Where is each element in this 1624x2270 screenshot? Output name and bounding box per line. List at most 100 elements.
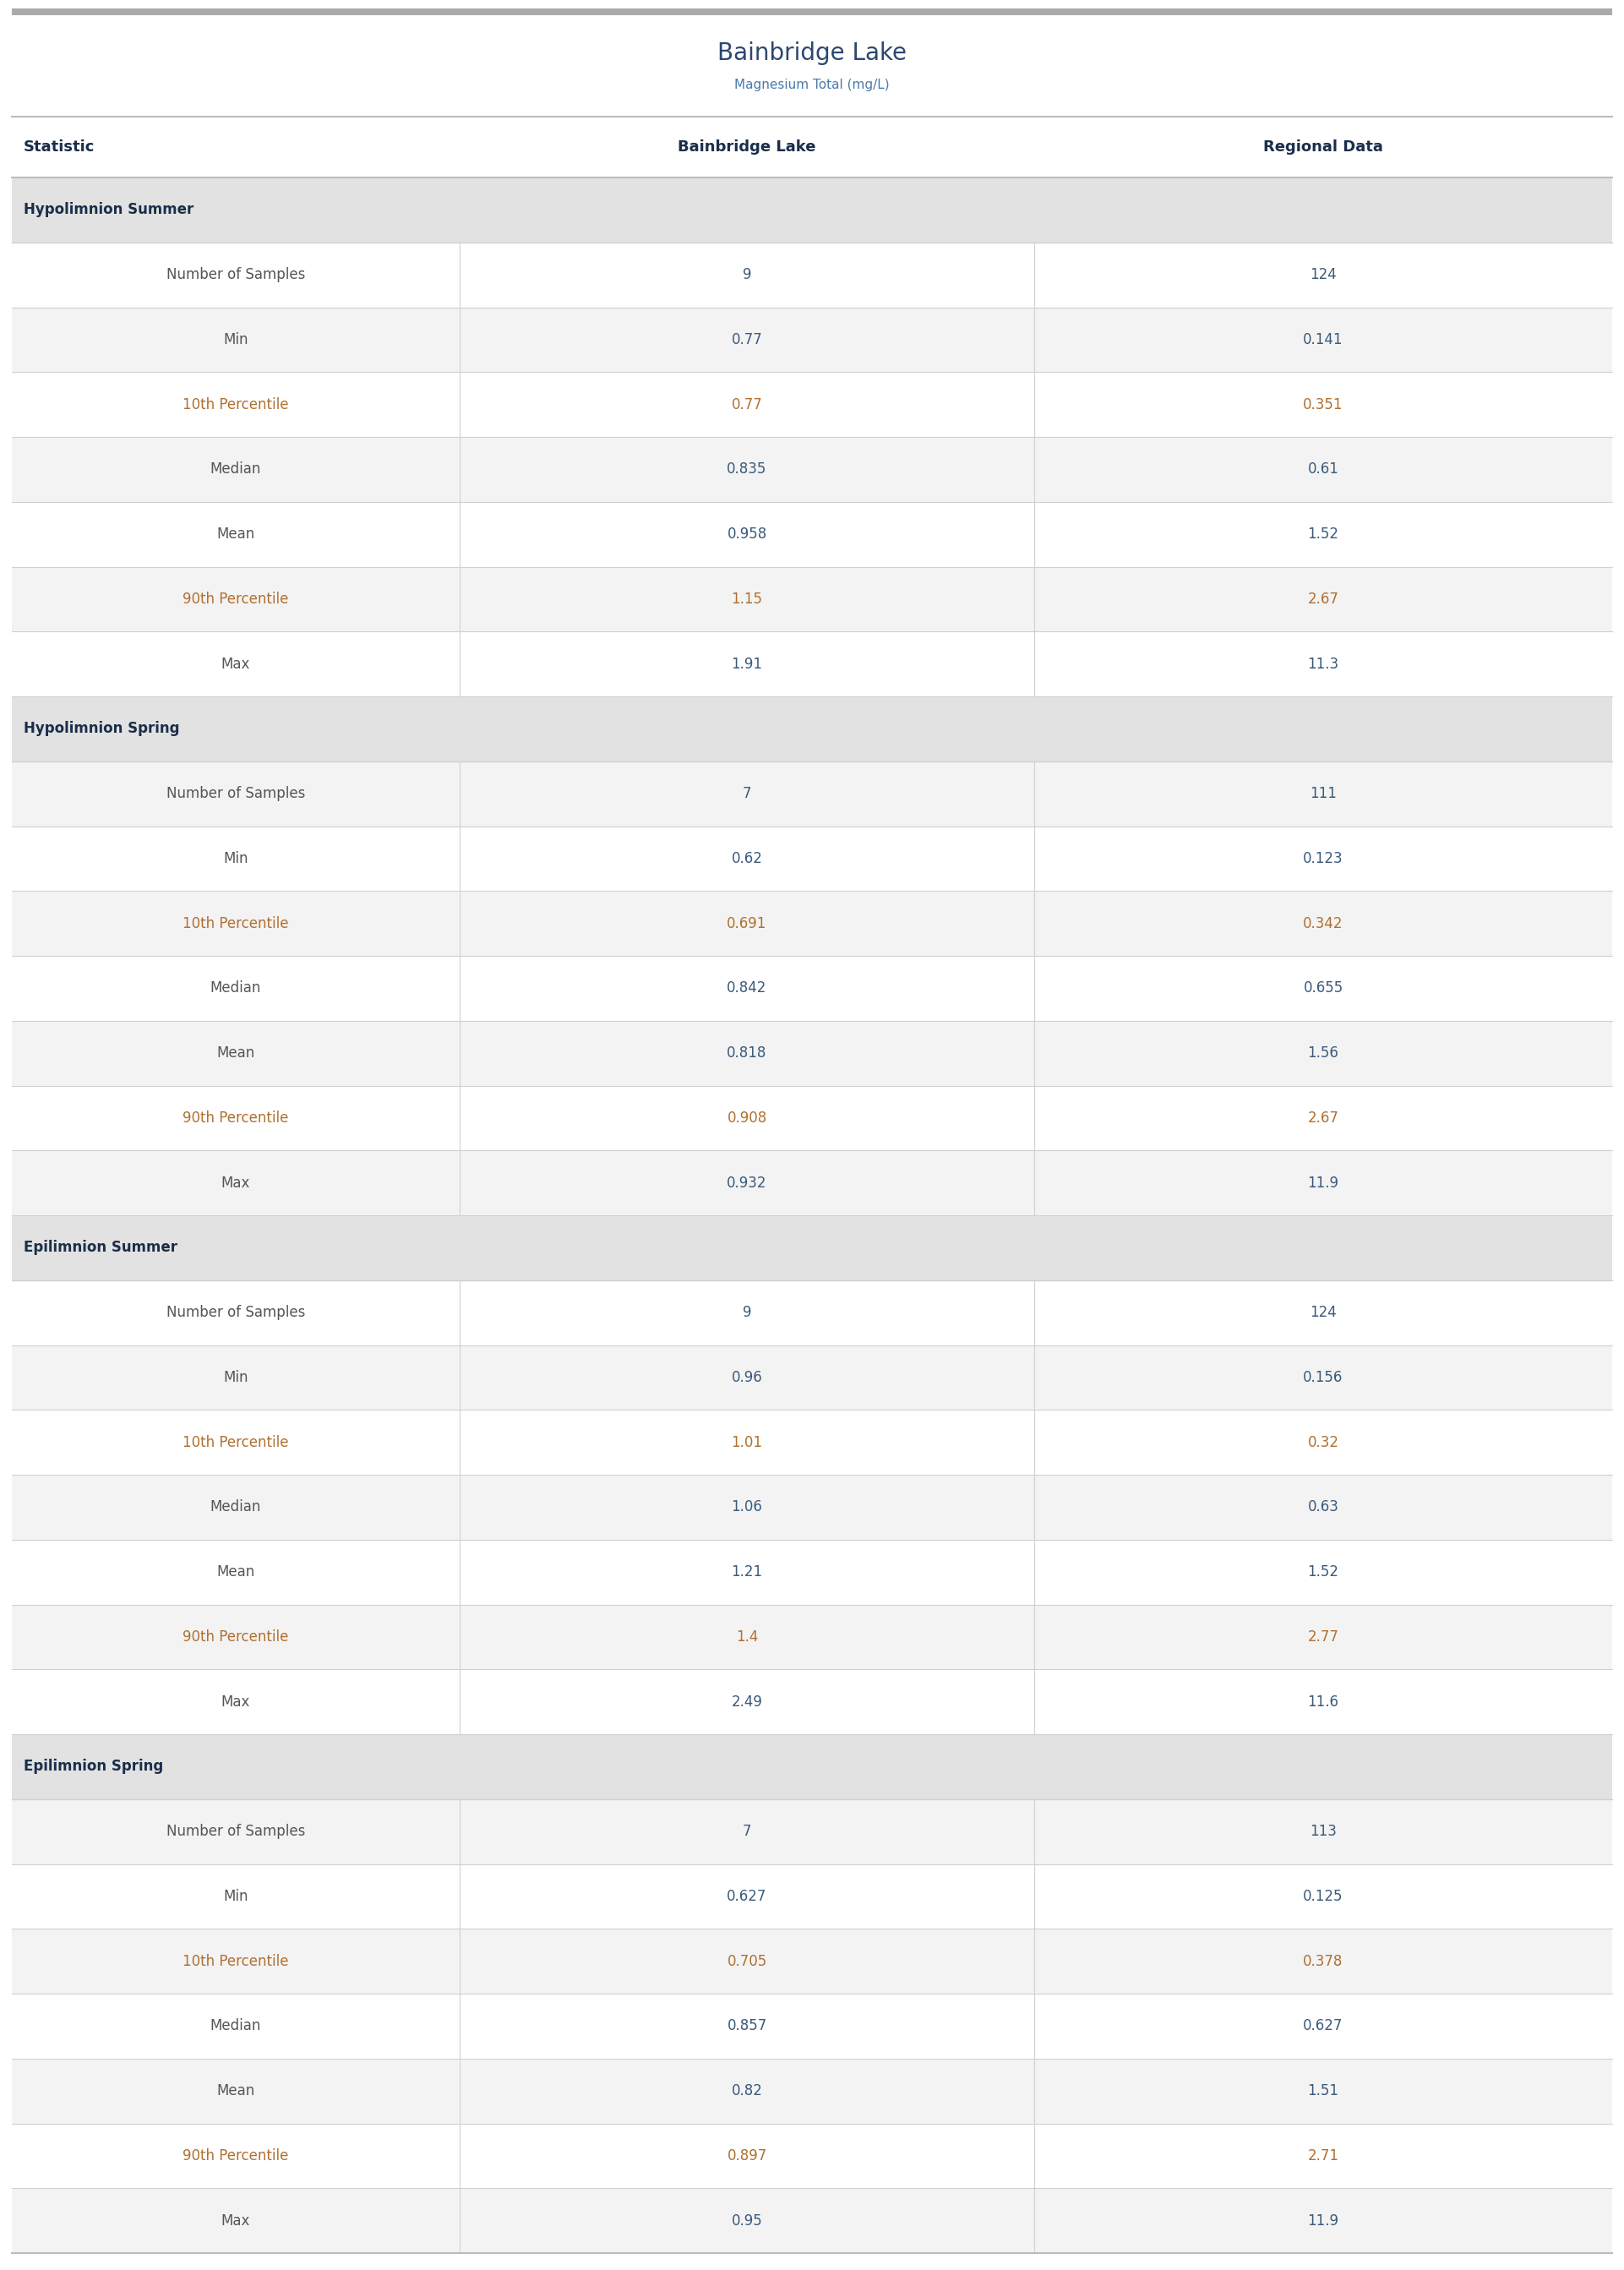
- Bar: [11, 890, 1613, 956]
- Bar: [11, 2122, 1613, 2188]
- Text: 11.6: 11.6: [1307, 1693, 1338, 1709]
- Text: 2.67: 2.67: [1307, 1110, 1338, 1126]
- Bar: [11, 9, 1613, 16]
- Text: 0.655: 0.655: [1302, 981, 1343, 997]
- Text: Mean: Mean: [216, 1564, 255, 1580]
- Text: Max: Max: [221, 1176, 250, 1189]
- Text: 9: 9: [742, 1305, 752, 1321]
- Text: 2.49: 2.49: [731, 1693, 763, 1709]
- Text: 1.51: 1.51: [1307, 2084, 1338, 2097]
- Bar: [11, 1734, 1613, 1800]
- Text: 0.378: 0.378: [1302, 1954, 1343, 1968]
- Text: 2.71: 2.71: [1307, 2147, 1338, 2163]
- Text: 0.141: 0.141: [1302, 331, 1343, 347]
- Text: Epilimnion Summer: Epilimnion Summer: [24, 1239, 177, 1255]
- Text: 1.01: 1.01: [731, 1435, 763, 1451]
- Bar: [11, 243, 1613, 306]
- Text: 0.63: 0.63: [1307, 1500, 1338, 1514]
- Text: 10th Percentile: 10th Percentile: [184, 1954, 289, 1968]
- Text: Mean: Mean: [216, 2084, 255, 2097]
- Text: 7: 7: [742, 785, 752, 801]
- Text: 90th Percentile: 90th Percentile: [184, 592, 289, 606]
- Bar: [11, 372, 1613, 436]
- Text: 9: 9: [742, 268, 752, 281]
- Text: Epilimnion Spring: Epilimnion Spring: [24, 1759, 164, 1775]
- Text: 0.835: 0.835: [728, 461, 767, 477]
- Text: Statistic: Statistic: [24, 138, 94, 154]
- Text: 0.156: 0.156: [1302, 1369, 1343, 1385]
- Text: 10th Percentile: 10th Percentile: [184, 1435, 289, 1451]
- Text: 2.67: 2.67: [1307, 592, 1338, 606]
- Text: 0.897: 0.897: [728, 2147, 767, 2163]
- Text: Median: Median: [209, 2018, 261, 2034]
- Bar: [11, 2059, 1613, 2122]
- Bar: [11, 1022, 1613, 1085]
- Text: 0.123: 0.123: [1302, 851, 1343, 867]
- Text: Median: Median: [209, 461, 261, 477]
- Text: Mean: Mean: [216, 1046, 255, 1060]
- Bar: [11, 1800, 1613, 1864]
- Text: 111: 111: [1309, 785, 1337, 801]
- Text: 0.705: 0.705: [728, 1954, 767, 1968]
- Text: 0.62: 0.62: [731, 851, 763, 867]
- Text: 90th Percentile: 90th Percentile: [184, 1630, 289, 1643]
- Text: 7: 7: [742, 1823, 752, 1839]
- Text: 0.691: 0.691: [728, 915, 767, 931]
- Bar: [11, 436, 1613, 502]
- Text: 124: 124: [1311, 1305, 1337, 1321]
- Text: Mean: Mean: [216, 527, 255, 543]
- Text: 90th Percentile: 90th Percentile: [184, 1110, 289, 1126]
- Bar: [11, 697, 1613, 760]
- Bar: [11, 1085, 1613, 1151]
- Text: 0.627: 0.627: [728, 1889, 767, 1905]
- Bar: [11, 1476, 1613, 1539]
- Text: 0.32: 0.32: [1307, 1435, 1338, 1451]
- Bar: [11, 1214, 1613, 1280]
- Bar: [11, 568, 1613, 631]
- Bar: [11, 1930, 1613, 1993]
- Bar: [11, 1993, 1613, 2059]
- Text: 113: 113: [1309, 1823, 1337, 1839]
- Bar: [11, 2188, 1613, 2254]
- Text: 0.77: 0.77: [731, 331, 762, 347]
- Text: 0.82: 0.82: [731, 2084, 763, 2097]
- Bar: [11, 502, 1613, 568]
- Text: Bainbridge Lake: Bainbridge Lake: [677, 138, 815, 154]
- Text: 11.9: 11.9: [1307, 2213, 1338, 2229]
- Text: Min: Min: [222, 1369, 248, 1385]
- Bar: [11, 760, 1613, 826]
- Text: Regional Data: Regional Data: [1263, 138, 1384, 154]
- Text: 1.52: 1.52: [1307, 527, 1338, 543]
- Text: 11.9: 11.9: [1307, 1176, 1338, 1189]
- Text: 0.932: 0.932: [728, 1176, 767, 1189]
- Bar: [11, 1280, 1613, 1346]
- Text: 0.818: 0.818: [728, 1046, 767, 1060]
- Text: 1.52: 1.52: [1307, 1564, 1338, 1580]
- Text: Bainbridge Lake: Bainbridge Lake: [718, 41, 906, 66]
- Text: 90th Percentile: 90th Percentile: [184, 2147, 289, 2163]
- Bar: [11, 1864, 1613, 1930]
- Text: 1.21: 1.21: [731, 1564, 763, 1580]
- Bar: [11, 1151, 1613, 1214]
- Bar: [11, 1410, 1613, 1476]
- Text: 0.842: 0.842: [728, 981, 767, 997]
- Bar: [11, 1539, 1613, 1605]
- Text: Number of Samples: Number of Samples: [166, 785, 305, 801]
- Text: 0.857: 0.857: [728, 2018, 767, 2034]
- Text: Max: Max: [221, 2213, 250, 2229]
- Text: Number of Samples: Number of Samples: [166, 268, 305, 281]
- Bar: [11, 1668, 1613, 1734]
- Text: 1.06: 1.06: [731, 1500, 763, 1514]
- Text: 0.958: 0.958: [728, 527, 767, 543]
- Text: 0.342: 0.342: [1302, 915, 1343, 931]
- Text: 0.351: 0.351: [1302, 397, 1343, 413]
- Text: Max: Max: [221, 1693, 250, 1709]
- Text: 1.56: 1.56: [1307, 1046, 1338, 1060]
- Bar: [11, 1605, 1613, 1668]
- Text: 1.91: 1.91: [731, 656, 763, 672]
- Text: Min: Min: [222, 851, 248, 867]
- Text: Number of Samples: Number of Samples: [166, 1823, 305, 1839]
- Text: Max: Max: [221, 656, 250, 672]
- Text: 0.908: 0.908: [728, 1110, 767, 1126]
- Bar: [11, 631, 1613, 697]
